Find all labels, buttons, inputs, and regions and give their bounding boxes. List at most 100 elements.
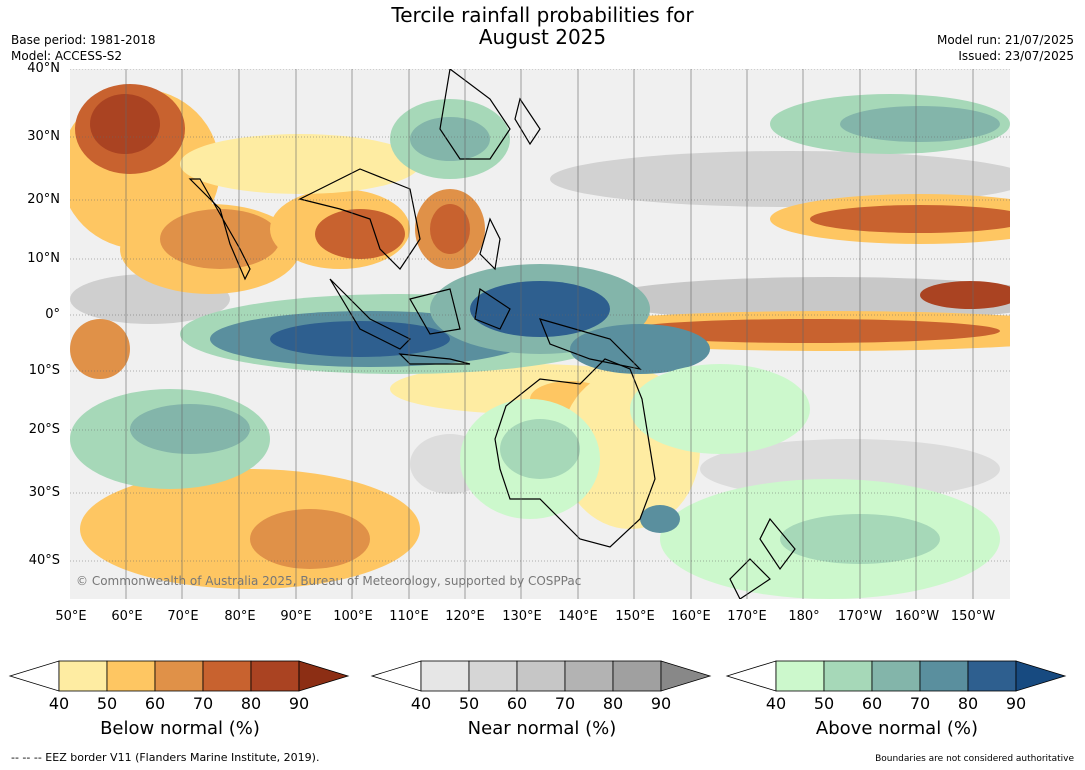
lat-label: 0°: [45, 307, 60, 322]
colorbar-tick: 50: [458, 694, 480, 713]
colorbar-lower-extension: [725, 660, 777, 692]
colorbar-below-normal-swatches: [8, 660, 350, 692]
issued-text: Issued: 23/07/2025: [958, 49, 1074, 63]
colorbar-segment: [106, 660, 156, 692]
philippines-coast: [479, 217, 501, 271]
colorbar-below-normal-ticks: 40 50 60 70 80 90: [10, 694, 350, 714]
colorbar-tick: 60: [861, 694, 883, 713]
lat-label: 20°S: [28, 422, 60, 437]
colorbar-tick: 60: [144, 694, 166, 713]
base-period-text: Base period: 1981-2018: [11, 33, 156, 47]
colorbar-segment: [823, 660, 873, 692]
map-title-line1: Tercile rainfall probabilities for: [391, 3, 694, 27]
india-coast: [188, 178, 251, 281]
sumatra-coast: [329, 278, 412, 350]
meridians: [125, 69, 974, 599]
colorbar-lower-extension: [8, 660, 60, 692]
colorbar-segment: [967, 660, 1017, 692]
colorbar-above-normal-swatches: [725, 660, 1067, 692]
lon-label: 80°E: [224, 609, 256, 624]
colorbar-segment: [612, 660, 662, 692]
lat-label: 30°N: [27, 129, 60, 144]
lon-label: 170°E: [727, 609, 767, 624]
new-zealand-south-coast: [729, 558, 771, 599]
lon-label: 150°E: [615, 609, 655, 624]
colorbar-tick: 80: [957, 694, 979, 713]
model-run-text: Model run: 21/07/2025: [936, 33, 1074, 47]
colorbar-tick: 80: [240, 694, 262, 713]
lat-label: 10°S: [28, 363, 60, 378]
china-coast: [439, 69, 511, 160]
colorbar-near-normal: 40 50 60 70 80 90 Near normal (%): [370, 660, 712, 739]
colorbar-segment: [202, 660, 252, 692]
coastlines: [188, 69, 796, 599]
colorbar-segment: [564, 660, 614, 692]
lon-label: 130°E: [502, 609, 542, 624]
model-text: Model: ACCESS-S2: [11, 49, 123, 63]
colorbar-tick: 70: [554, 694, 576, 713]
lon-label: 140°E: [558, 609, 598, 624]
colorbar-segment: [775, 660, 825, 692]
colorbar-upper-extension: [660, 660, 712, 692]
lat-label: 20°N: [27, 192, 60, 207]
colorbar-segment: [919, 660, 969, 692]
lon-label: 70°E: [167, 609, 199, 624]
lon-label: 160°E: [671, 609, 711, 624]
colorbar-near-normal-swatches: [370, 660, 712, 692]
colorbar-upper-extension: [1015, 660, 1067, 692]
korea-coast: [514, 97, 541, 146]
copyright-notice: © Commonwealth of Australia 2025, Bureau…: [76, 574, 582, 588]
probability-fields: [70, 69, 1010, 599]
lon-label: 180°: [788, 609, 820, 624]
lat-label: 30°S: [28, 485, 60, 500]
map-title: Tercile rainfall probabilities for Augus…: [0, 4, 1085, 48]
lon-label: 170°W: [837, 609, 883, 624]
sulawesi-coast: [474, 287, 511, 330]
australia-coast: [494, 358, 656, 548]
colorbar-tick: 90: [1005, 694, 1027, 713]
colorbar-tick: 80: [602, 694, 624, 713]
colorbar-tick: 70: [192, 694, 214, 713]
colorbar-tick: 50: [813, 694, 835, 713]
colorbar-segment: [250, 660, 300, 692]
colorbar-near-normal-ticks: 40 50 60 70 80 90: [372, 694, 712, 714]
lon-label: 100°E: [333, 609, 373, 624]
colorbar-segment: [516, 660, 566, 692]
lon-label: 60°E: [111, 609, 143, 624]
colorbar-upper-extension: [298, 660, 350, 692]
lon-label: 90°E: [280, 609, 312, 624]
boundaries-disclaimer: Boundaries are not considered authoritat…: [875, 754, 1074, 764]
colorbar-tick: 90: [288, 694, 310, 713]
lon-label: 110°E: [389, 609, 429, 624]
colorbar-tick: 50: [96, 694, 118, 713]
new-zealand-north-coast: [759, 517, 796, 571]
colorbar-segment: [468, 660, 518, 692]
colorbar-above-normal-title: Above normal (%): [815, 718, 979, 739]
graticule: [70, 69, 1010, 562]
lon-label: 150°W: [950, 609, 996, 624]
colorbar-above-normal-ticks: 40 50 60 70 80 90: [727, 694, 1067, 714]
borneo-coast: [409, 288, 461, 335]
colorbar-lower-extension: [370, 660, 422, 692]
colorbar-segment: [420, 660, 470, 692]
meta-left: Base period: 1981-2018 Model: ACCESS-S2: [11, 32, 156, 64]
colorbar-tick: 40: [48, 694, 70, 713]
colorbar-above-normal: 40 50 60 70 80 90 Above normal (%): [725, 660, 1067, 739]
colorbar-below-normal-title: Below normal (%): [100, 718, 260, 739]
map-title-line2: August 2025: [478, 25, 607, 49]
lat-label: 40°S: [28, 553, 60, 568]
southeast-asia-coast: [298, 168, 421, 270]
map-canvas: [70, 69, 1010, 599]
colorbar-segment: [58, 660, 108, 692]
eez-border-note: -- -- -- EEZ border V11 (Flanders Marine…: [11, 751, 320, 764]
java-coast: [398, 353, 471, 365]
colorbar-segment: [871, 660, 921, 692]
colorbar-below-normal: 40 50 60 70 80 90 Below normal (%): [8, 660, 350, 739]
colorbar-tick: 90: [650, 694, 672, 713]
colorbar-segment: [154, 660, 204, 692]
colorbar-tick: 70: [909, 694, 931, 713]
lat-label: 40°N: [27, 61, 60, 76]
meta-right: Model run: 21/07/2025 Issued: 23/07/2025: [937, 32, 1074, 64]
colorbar-near-normal-title: Near normal (%): [467, 718, 617, 739]
lon-label: 160°W: [894, 609, 940, 624]
